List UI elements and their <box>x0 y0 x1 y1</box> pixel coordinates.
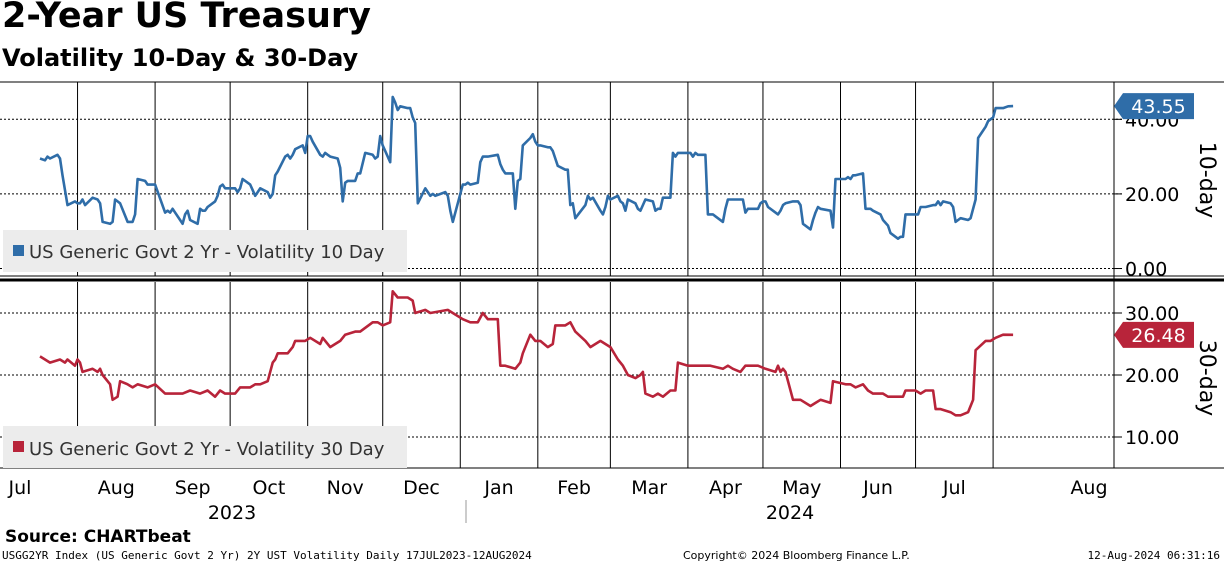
y-tick-label: 30.00 <box>1125 303 1179 325</box>
legend-30day-swatch <box>13 441 24 452</box>
legend-10day-label: US Generic Govt 2 Yr - Volatility 10 Day <box>29 242 385 263</box>
month-label: Jul <box>942 477 966 499</box>
last-value-badge-30day: 26.48 <box>1114 321 1194 348</box>
axis-title-10day: 10-day <box>1194 142 1219 218</box>
month-label: Oct <box>252 477 285 499</box>
month-label: Nov <box>327 477 364 499</box>
legend-10day-bg <box>3 230 407 272</box>
footer-index-info: USGG2YR Index (US Generic Govt 2 Yr) 2Y … <box>2 549 532 562</box>
last-value-badge-30day-shape <box>1114 321 1194 348</box>
legend-10day-swatch <box>13 245 24 256</box>
month-label: May <box>782 477 821 499</box>
month-label: Jan <box>483 477 513 499</box>
legend-10day: US Generic Govt 2 Yr - Volatility 10 Day <box>3 230 407 272</box>
y-tick-label: 20.00 <box>1125 365 1179 387</box>
y-tick-label: 0.00 <box>1125 259 1167 281</box>
month-label: Dec <box>403 477 440 499</box>
year-label-2023: 2023 <box>208 502 256 524</box>
legend-30day-label: US Generic Govt 2 Yr - Volatility 30 Day <box>29 439 385 460</box>
month-label: Feb <box>557 477 591 499</box>
last-value-badge-10day: 43.55 <box>1114 93 1194 120</box>
month-label: Aug <box>1070 477 1107 499</box>
footer-copyright: Copyright© 2024 Bloomberg Finance L.P. <box>683 549 910 562</box>
last-value-badge-10day-shape <box>1114 93 1194 120</box>
month-label: Sep <box>175 477 211 499</box>
month-label: Jun <box>862 477 893 499</box>
x-labels: Jul Aug Sep Oct Nov Dec Jan Feb Mar Apr May Jun Jul A… <box>8 477 1108 499</box>
month-label: Mar <box>631 477 667 499</box>
series-lines <box>39 95 1014 417</box>
y-tick-label: 20.00 <box>1125 184 1179 206</box>
gridlines <box>0 82 1122 468</box>
legend-30day-bg <box>3 426 407 468</box>
chart-subtitle: Volatility 10-Day & 30-Day <box>2 44 359 72</box>
series-line-0 <box>39 95 1014 240</box>
footer-timestamp: 12-Aug-2024 06:31:16 <box>1087 549 1220 562</box>
source-note: Source: CHARTbeat <box>5 527 191 547</box>
month-label: Apr <box>709 477 742 499</box>
chart-title: 2-Year US Treasury <box>2 0 371 36</box>
y-tick-label: 10.00 <box>1125 427 1179 449</box>
month-label: Aug <box>98 477 135 499</box>
last-value-30day: 26.48 <box>1131 325 1185 347</box>
last-value-10day: 43.55 <box>1131 96 1185 118</box>
series-line-1 <box>39 289 1014 417</box>
axis-title-30day: 30-day <box>1194 340 1219 416</box>
legend-30day: US Generic Govt 2 Yr - Volatility 30 Day <box>3 426 407 468</box>
month-label: Jul <box>8 477 32 499</box>
year-label-2024: 2024 <box>766 502 814 524</box>
